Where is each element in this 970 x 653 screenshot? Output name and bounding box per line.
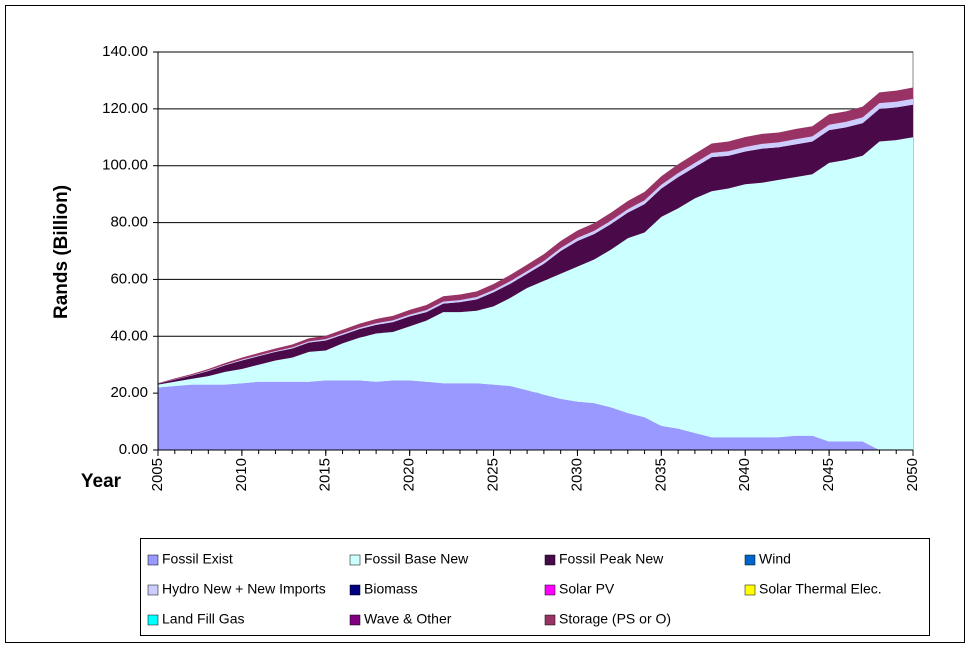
x-axis-title: Year [81,471,122,492]
legend-swatch [147,584,159,596]
legend-box [140,538,930,636]
legend-swatch [544,584,556,596]
plot-area [157,51,914,451]
area [158,137,913,451]
legend-label: Fossil Base New [364,551,469,567]
legend-swatch [147,554,159,566]
y-tick-label: 120.00 [102,100,148,117]
legend-swatch [349,584,361,596]
areas [158,87,913,451]
legend-swatch [544,554,556,566]
x-tick-label: 2045 [820,458,837,491]
legend-swatch [147,614,159,626]
legend-swatch [349,614,361,626]
y-tick-label: 100.00 [102,157,148,174]
x-tick-label: 2010 [233,458,250,491]
y-tick-label: 80.00 [110,214,148,231]
legend-swatch [744,584,756,596]
legend-label: Wind [759,551,791,567]
legend-swatch [544,614,556,626]
x-tick-label: 2050 [904,458,921,491]
legend-swatch [349,554,361,566]
x-tick-label: 2025 [485,458,502,491]
y-tick-label: 0.00 [119,441,148,458]
legend-label: Solar Thermal Elec. [759,581,882,597]
legend-label: Storage (PS or O) [559,611,671,627]
x-tick-label: 2035 [652,458,669,491]
area [158,98,913,384]
y-tick-label: 140.00 [102,43,148,60]
legend-label: Fossil Exist [162,551,233,567]
x-tick-label: 2020 [401,458,418,491]
y-tick-label: 40.00 [110,327,148,344]
area [158,104,913,385]
x-tick-label: 2040 [736,458,753,491]
x-tick-label: 2015 [317,458,334,491]
area [158,87,913,384]
legend-label: Land Fill Gas [162,611,244,627]
x-tick-label: 2030 [568,458,585,491]
legend-label: Biomass [364,581,418,597]
x-tick-label: 2005 [149,458,166,491]
area [158,380,913,450]
legend-label: Hydro New + New Imports [162,581,326,597]
y-tick-label: 60.00 [110,270,148,287]
y-axis-title: Rands (Billion) [51,185,72,319]
legend-label: Wave & Other [364,611,452,627]
legend-label: Fossil Peak New [559,551,664,567]
y-tick-label: 20.00 [110,384,148,401]
legend-swatch [744,554,756,566]
legend-label: Solar PV [559,581,615,597]
